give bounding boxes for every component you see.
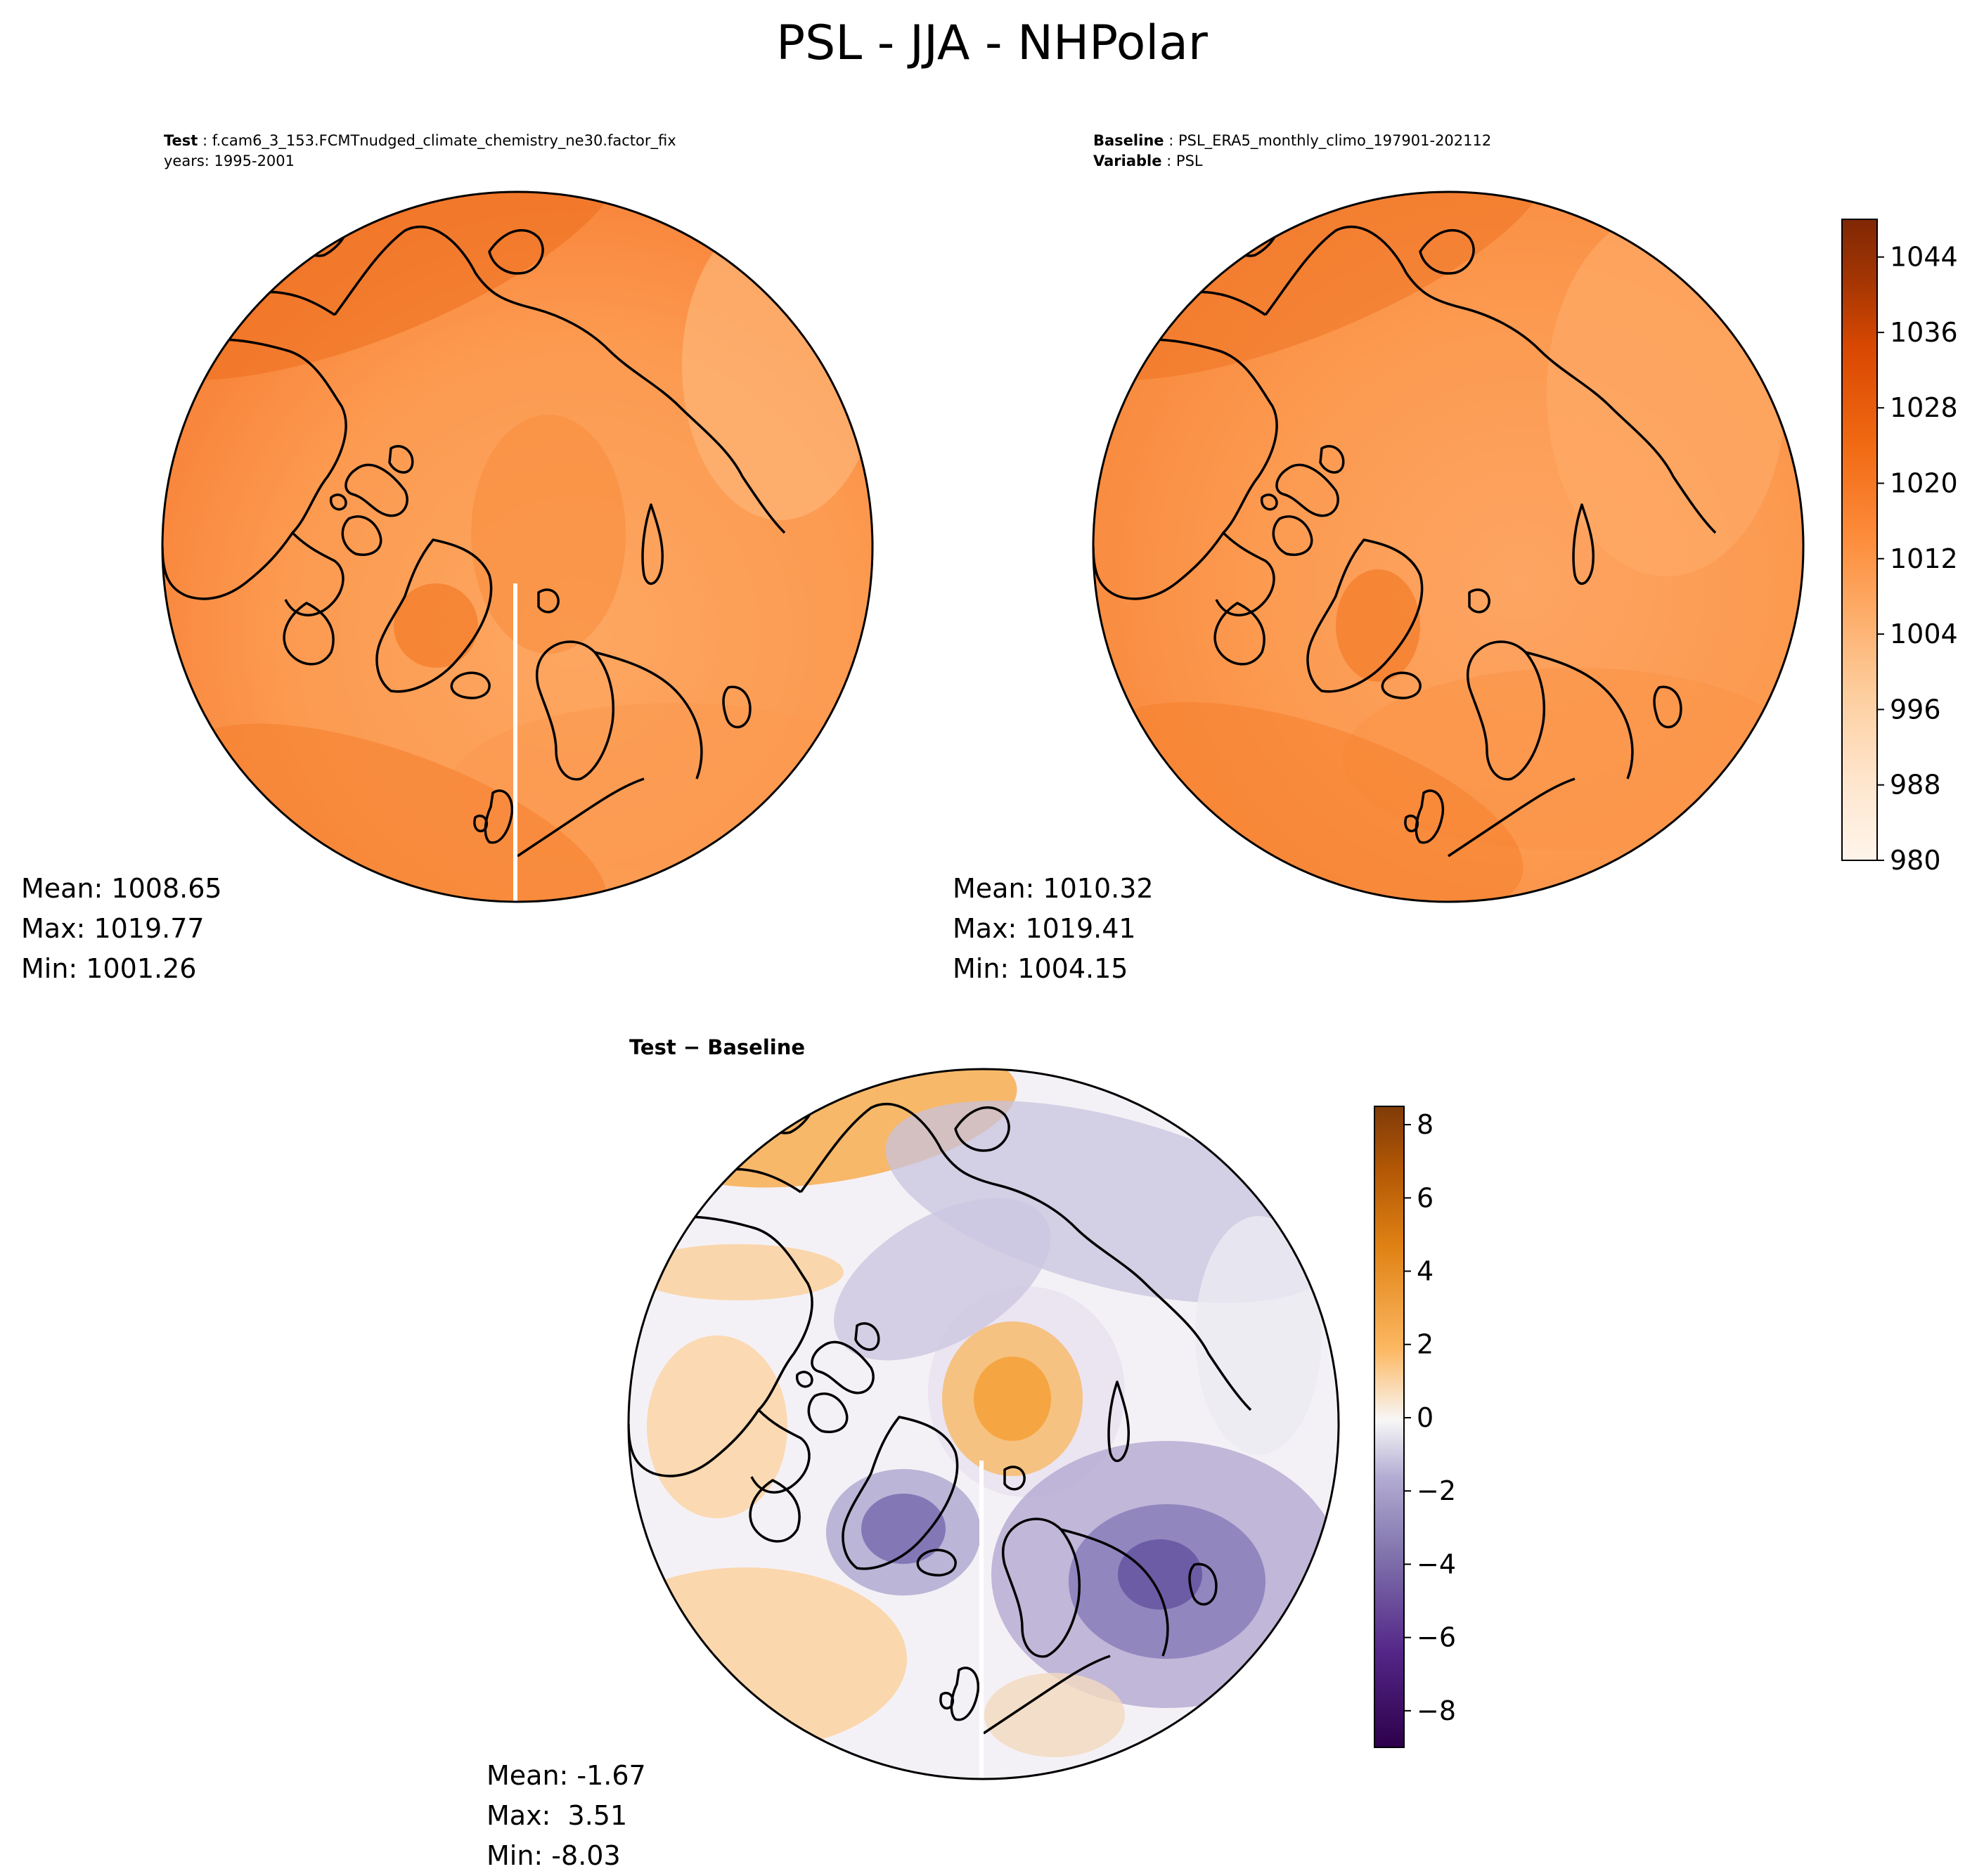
diff-tick-label: 2	[1417, 1329, 1434, 1360]
diff-min: Min: -8.03	[487, 1840, 621, 1871]
psl-tick-label: 980	[1890, 845, 1941, 876]
diff-tick-label: −2	[1417, 1475, 1456, 1506]
baseline-max: Max: 1019.41	[953, 913, 1136, 944]
test-min: Min: 1001.26	[21, 953, 197, 984]
test-header-label: Test	[164, 132, 198, 149]
psl-tick-label: 1004	[1890, 619, 1958, 649]
diff-tick-label: 0	[1417, 1402, 1434, 1433]
baseline-header: Baseline : PSL_ERA5_monthly_climo_197901…	[1093, 132, 1492, 169]
diff-colorbar-ticks: −8 −6 −4 −2 0 2 4 6 8	[1404, 1109, 1456, 1726]
psl-tick-label: 988	[1890, 770, 1941, 801]
test-map	[161, 190, 874, 903]
test-case-name: f.cam6_3_153.FCMTnudged_climate_chemistr…	[212, 132, 676, 149]
baseline-header-label: Baseline	[1093, 132, 1164, 149]
baseline-mean: Mean: 1010.32	[953, 873, 1154, 904]
diff-tick-label: −6	[1417, 1622, 1456, 1653]
diff-tick-label: −4	[1417, 1548, 1456, 1579]
psl-tick-label: 1012	[1890, 543, 1958, 574]
variable-value: PSL	[1175, 153, 1203, 169]
diff-title: Test − Baseline	[629, 1035, 806, 1059]
baseline-min: Min: 1004.15	[953, 953, 1128, 984]
test-stats: Mean: 1008.65 Max: 1019.77 Min: 1001.26	[21, 869, 222, 989]
test-max: Max: 1019.77	[21, 913, 205, 944]
psl-tick-label: 1020	[1890, 468, 1958, 499]
baseline-stats: Mean: 1010.32 Max: 1019.41 Min: 1004.15	[953, 869, 1154, 989]
diff-stats: Mean: -1.67 Max: 3.51 Min: -8.03	[487, 1756, 646, 1876]
test-header: Test : f.cam6_3_153.FCMTnudged_climate_c…	[164, 131, 676, 172]
test-mean: Mean: 1008.65	[21, 873, 222, 904]
diff-max: Max: 3.51	[487, 1800, 628, 1831]
psl-tick-label: 1044	[1890, 242, 1958, 273]
baseline-map	[1092, 190, 1805, 903]
variable-label: Variable	[1093, 153, 1162, 169]
diff-colorbar: −8 −6 −4 −2 0 2 4 6 8	[1374, 1106, 1456, 1748]
test-years: years: 1995-2001	[164, 153, 295, 169]
psl-tick-label: 1036	[1890, 317, 1958, 348]
diff-tick-label: 8	[1417, 1109, 1434, 1140]
diff-mean: Mean: -1.67	[487, 1760, 646, 1791]
psl-tick-label: 1028	[1890, 392, 1958, 423]
figure-title: PSL - JJA - NHPolar	[776, 15, 1208, 71]
diff-tick-label: 4	[1417, 1256, 1434, 1287]
diff-tick-label: −8	[1417, 1695, 1456, 1726]
diff-map	[627, 1068, 1340, 1780]
baseline-case-name: PSL_ERA5_monthly_climo_197901-202112	[1178, 132, 1492, 149]
psl-colorbar: 980 988 996 1004 1012 1020 1028 1036 1044	[1841, 219, 1958, 876]
psl-tick-label: 996	[1890, 694, 1941, 725]
diff-tick-label: 6	[1417, 1182, 1434, 1213]
psl-colorbar-ticks: 980 988 996 1004 1012 1020 1028 1036 1044	[1877, 242, 1958, 876]
